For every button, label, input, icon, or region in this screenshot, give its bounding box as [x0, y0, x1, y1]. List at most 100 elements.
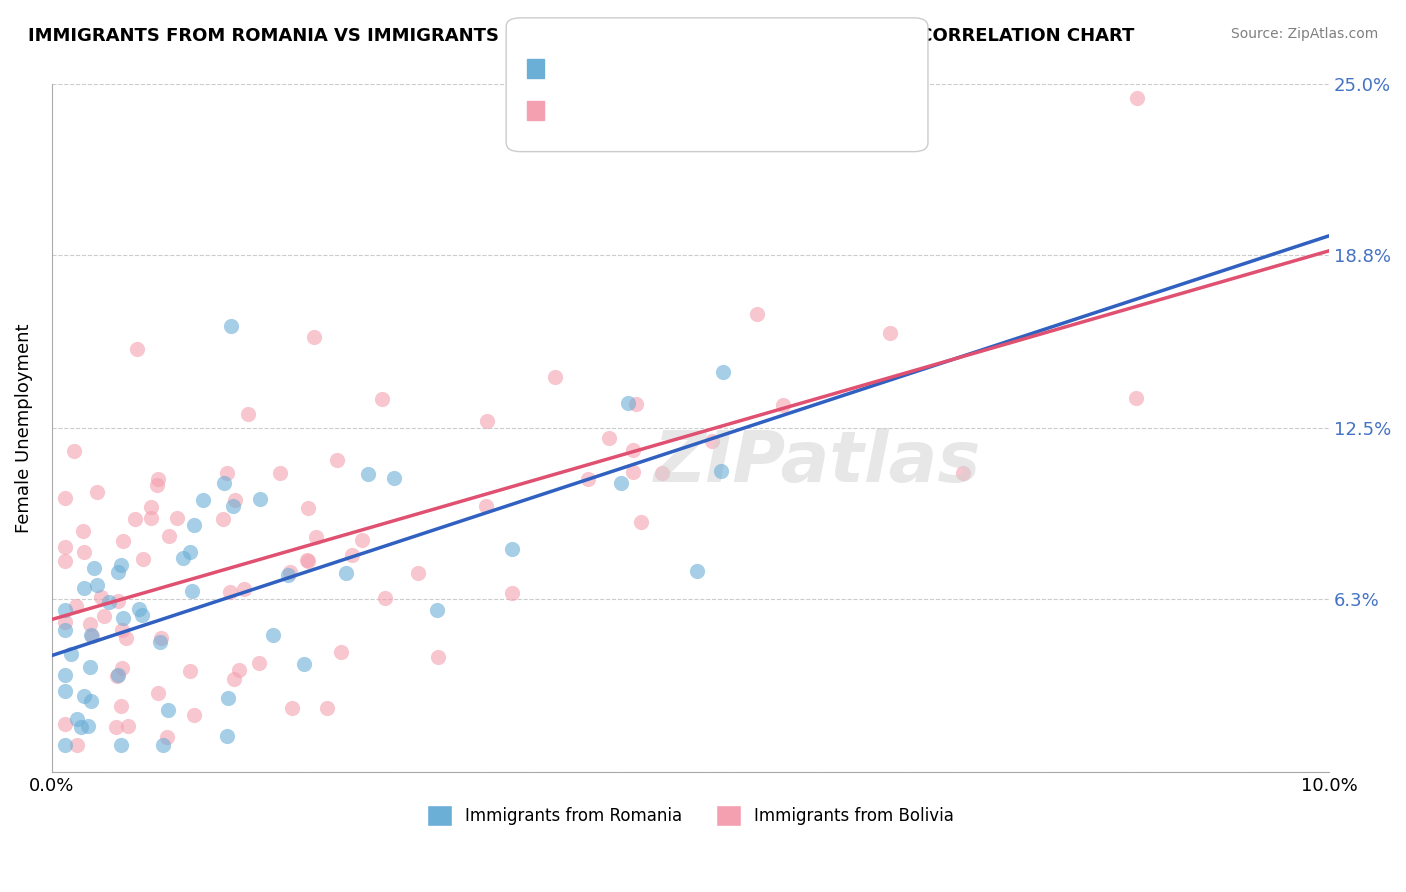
- Point: [277, 567, 299, 582]
- Point: [233, 582, 256, 596]
- Text: IMMIGRANTS FROM ROMANIA VS IMMIGRANTS FROM BOLIVIA FEMALE UNEMPLOYMENT CORRELATI: IMMIGRANTS FROM ROMANIA VS IMMIGRANTS FR…: [28, 27, 1135, 45]
- Text: 51: 51: [710, 62, 733, 80]
- Point: [53, 615, 76, 630]
- Point: [86, 484, 108, 499]
- Point: [224, 493, 246, 508]
- Point: [772, 398, 794, 412]
- Point: [90, 590, 112, 604]
- Point: [1126, 91, 1149, 105]
- Point: [297, 500, 319, 515]
- Point: [686, 564, 709, 578]
- Y-axis label: Female Unemployment: Female Unemployment: [15, 324, 32, 533]
- Point: [745, 307, 768, 321]
- Point: [98, 595, 121, 609]
- Point: [630, 515, 652, 529]
- Point: [146, 478, 169, 492]
- Point: [53, 668, 76, 682]
- Point: [166, 511, 188, 525]
- Point: [219, 318, 242, 333]
- Point: [53, 553, 76, 567]
- Point: [149, 634, 172, 648]
- Point: [110, 558, 132, 572]
- Point: [222, 499, 245, 513]
- Point: [1125, 391, 1147, 405]
- Point: [269, 466, 291, 480]
- Point: [181, 583, 204, 598]
- Point: [183, 707, 205, 722]
- Point: [110, 738, 132, 752]
- Point: [86, 578, 108, 592]
- Point: [297, 552, 319, 566]
- Point: [406, 566, 429, 580]
- Point: [621, 465, 644, 479]
- Point: [79, 617, 101, 632]
- Point: [249, 492, 271, 507]
- Text: Source: ZipAtlas.com: Source: ZipAtlas.com: [1230, 27, 1378, 41]
- Point: [66, 738, 89, 752]
- Point: [141, 511, 163, 525]
- Point: [107, 593, 129, 607]
- Point: [183, 518, 205, 533]
- Point: [53, 716, 76, 731]
- Point: [711, 365, 734, 379]
- Point: [53, 683, 76, 698]
- Point: [710, 464, 733, 478]
- Point: [131, 607, 153, 622]
- Point: [79, 659, 101, 673]
- Point: [610, 476, 633, 491]
- Point: [598, 431, 620, 445]
- Point: [115, 632, 138, 646]
- Text: N =: N =: [668, 62, 704, 80]
- Point: [278, 565, 301, 579]
- Point: [157, 529, 180, 543]
- Point: [217, 466, 239, 480]
- Point: [427, 649, 450, 664]
- Point: [63, 444, 86, 458]
- Point: [172, 551, 194, 566]
- Point: [212, 512, 235, 526]
- Point: [335, 566, 357, 581]
- Point: [193, 492, 215, 507]
- Point: [66, 712, 89, 726]
- Point: [340, 548, 363, 562]
- Point: [305, 530, 328, 544]
- Point: [215, 729, 238, 743]
- Point: [107, 667, 129, 681]
- Point: [79, 694, 101, 708]
- Point: [53, 540, 76, 554]
- Point: [292, 657, 315, 671]
- Point: [501, 541, 523, 556]
- Point: [72, 524, 94, 539]
- Point: [329, 645, 352, 659]
- Point: [53, 603, 76, 617]
- Point: [111, 623, 134, 637]
- Point: [281, 701, 304, 715]
- Point: [179, 664, 201, 678]
- Point: [501, 586, 523, 600]
- Point: [382, 471, 405, 485]
- Point: [621, 442, 644, 457]
- Point: [217, 691, 239, 706]
- Point: [357, 467, 380, 481]
- Point: [576, 472, 599, 486]
- Point: [60, 647, 83, 661]
- Point: [139, 500, 162, 515]
- Point: [212, 476, 235, 491]
- Point: [544, 369, 567, 384]
- Point: [316, 700, 339, 714]
- Text: 0.571: 0.571: [598, 107, 650, 125]
- Point: [262, 628, 284, 642]
- Point: [124, 512, 146, 526]
- Point: [879, 326, 901, 341]
- Point: [69, 720, 91, 734]
- Point: [65, 599, 87, 613]
- Text: 0.637: 0.637: [598, 62, 650, 80]
- Point: [93, 609, 115, 624]
- Point: [156, 730, 179, 744]
- Text: N =: N =: [668, 107, 704, 125]
- Point: [157, 703, 180, 717]
- Point: [302, 330, 325, 344]
- Point: [80, 628, 103, 642]
- Point: [127, 342, 149, 356]
- Point: [111, 534, 134, 549]
